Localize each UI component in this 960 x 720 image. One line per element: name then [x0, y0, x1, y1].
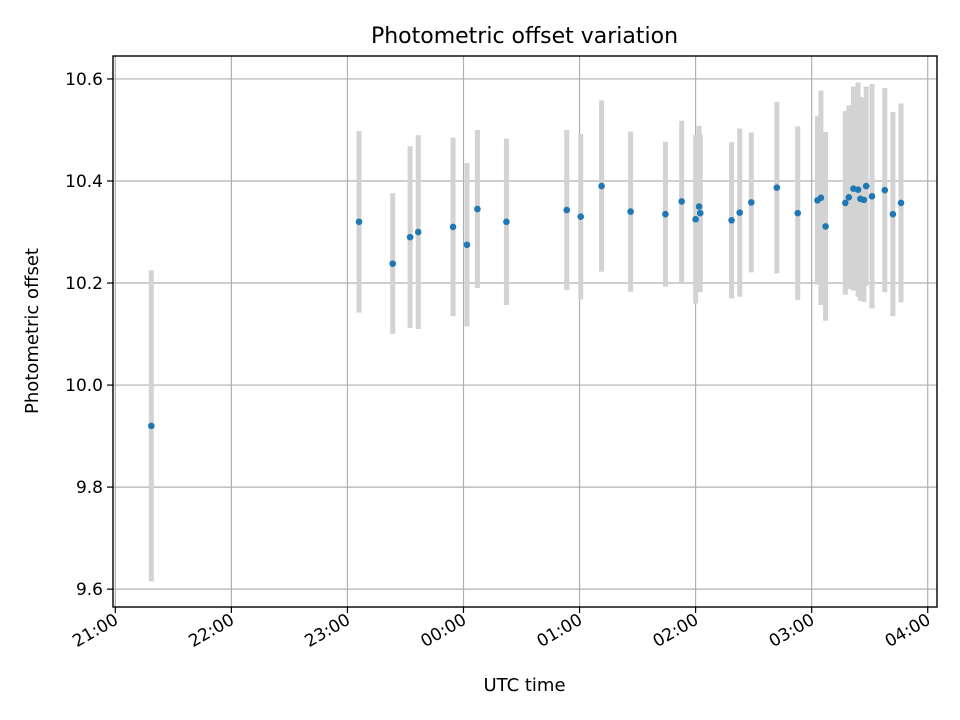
- data-point: [563, 206, 571, 214]
- y-tick-label: 9.6: [76, 580, 103, 600]
- plot-frame: [112, 55, 938, 608]
- y-tick-label: 10.6: [65, 70, 103, 90]
- data-point: [817, 194, 825, 202]
- data-point: [577, 213, 585, 221]
- data-point: [598, 182, 605, 190]
- data-point: [728, 216, 735, 224]
- data-point: [881, 186, 889, 194]
- y-axis-label: Photometric offset: [22, 248, 43, 414]
- data-point: [695, 203, 703, 210]
- data-point: [449, 223, 457, 231]
- data-point: [503, 218, 510, 226]
- x-axis-label: UTC time: [483, 675, 565, 696]
- data-point: [862, 182, 870, 190]
- y-tick-label: 10.0: [65, 376, 103, 396]
- data-point: [736, 209, 744, 216]
- data-point: [662, 210, 669, 218]
- data-point: [748, 199, 755, 206]
- data-point: [842, 199, 849, 207]
- data-point: [692, 215, 699, 223]
- data-point: [678, 198, 685, 205]
- data-point: [147, 422, 155, 430]
- data-point: [627, 208, 634, 215]
- data-point: [389, 260, 396, 267]
- data-point: [696, 209, 704, 217]
- chart-title: Photometric offset variation: [371, 24, 678, 49]
- data-point: [355, 218, 363, 226]
- data-point: [794, 209, 802, 217]
- data-point: [845, 194, 853, 201]
- data-point: [860, 196, 868, 204]
- y-tick-label: 9.8: [76, 478, 103, 498]
- y-tick-label: 10.2: [65, 274, 103, 294]
- data-point: [463, 241, 471, 249]
- point-layer: [147, 182, 905, 430]
- data-point: [414, 228, 422, 236]
- data-point: [822, 223, 829, 230]
- data-point: [897, 199, 905, 207]
- data-point: [868, 193, 876, 200]
- data-point: [854, 186, 862, 193]
- data-point: [773, 184, 781, 191]
- y-tick-label: 10.4: [65, 172, 103, 192]
- data-point: [406, 233, 414, 241]
- data-point: [474, 205, 481, 213]
- data-point: [889, 210, 897, 218]
